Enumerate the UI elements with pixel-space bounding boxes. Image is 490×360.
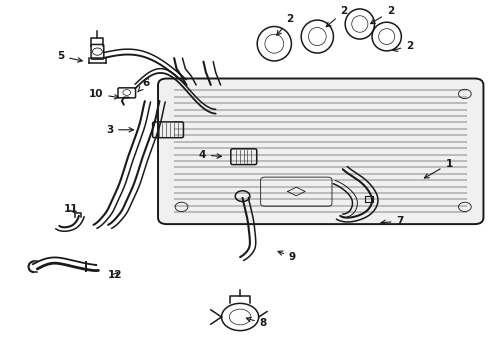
- Text: 10: 10: [89, 89, 119, 99]
- Text: 11: 11: [64, 204, 79, 214]
- Text: 2: 2: [370, 6, 394, 24]
- Text: 8: 8: [246, 318, 267, 328]
- Text: 2: 2: [393, 41, 414, 51]
- Text: 2: 2: [277, 14, 294, 35]
- FancyBboxPatch shape: [158, 78, 484, 224]
- Text: 5: 5: [57, 51, 82, 62]
- Text: 4: 4: [198, 150, 221, 160]
- Text: 3: 3: [106, 125, 133, 135]
- Text: 1: 1: [424, 159, 453, 178]
- Text: 12: 12: [108, 270, 122, 280]
- Text: 7: 7: [381, 216, 404, 226]
- Text: 2: 2: [326, 6, 347, 27]
- Text: 6: 6: [138, 78, 149, 92]
- Text: 9: 9: [278, 251, 296, 262]
